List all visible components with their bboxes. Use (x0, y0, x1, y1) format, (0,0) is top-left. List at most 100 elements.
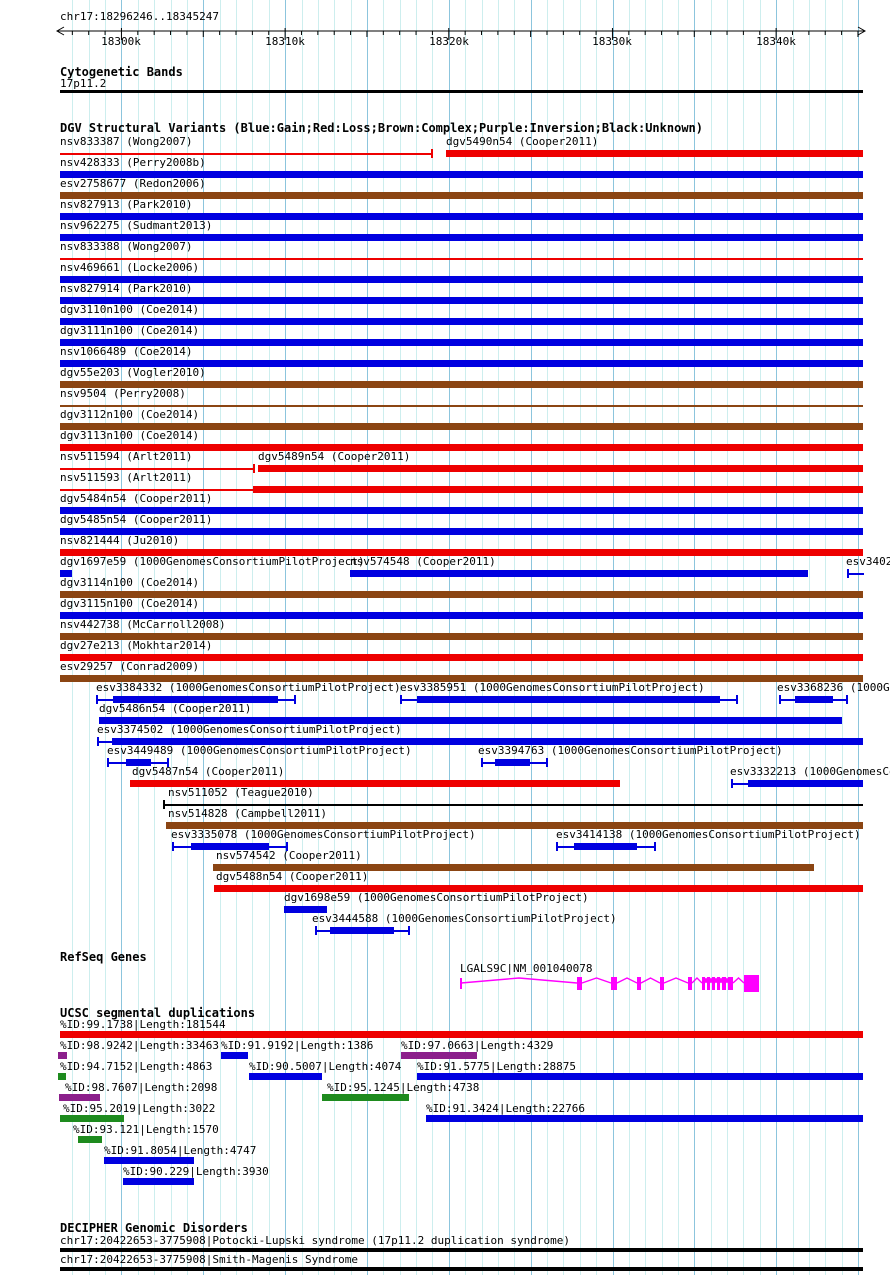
variant-bar[interactable] (112, 738, 863, 745)
variant-label[interactable]: dgv5490n54 (Cooper2011) (446, 135, 599, 148)
variant-line[interactable] (60, 153, 432, 155)
decipher-label[interactable]: chr17:20422653-3775908|Potocki-Lupski sy… (60, 1234, 570, 1247)
gene-exon[interactable] (707, 977, 710, 990)
segdup-bar[interactable] (60, 1031, 863, 1038)
variant-line[interactable] (60, 489, 253, 491)
variant-bar[interactable] (166, 822, 863, 829)
gene-exon[interactable] (577, 977, 582, 990)
variant-label[interactable]: esv3332213 (1000GenomesConsortiumPilotPr… (730, 765, 890, 778)
variant-bar[interactable] (60, 339, 863, 346)
segdup-label[interactable]: %ID:98.9242|Length:33463 (60, 1039, 219, 1052)
variant-bar[interactable] (574, 843, 637, 850)
variant-bar[interactable] (495, 759, 530, 766)
gene-exon[interactable] (722, 977, 726, 990)
variant-bar[interactable] (60, 591, 863, 598)
variant-label[interactable]: dgv1698e59 (1000GenomesConsortiumPilotPr… (284, 891, 589, 904)
variant-label[interactable]: dgv3111n100 (Coe2014) (60, 324, 200, 337)
variant-label[interactable]: dgv5484n54 (Cooper2011) (60, 492, 213, 505)
variant-label[interactable]: dgv27e213 (Mokhtar2014) (60, 639, 213, 652)
variant-bar[interactable] (60, 675, 863, 682)
variant-bar[interactable] (60, 234, 863, 241)
variant-label[interactable]: nsv827913 (Park2010) (60, 198, 193, 211)
variant-label[interactable]: nsv9504 (Perry2008) (60, 387, 186, 400)
decipher-bar[interactable] (60, 1267, 863, 1271)
segdup-label[interactable]: %ID:95.2019|Length:3022 (63, 1102, 216, 1115)
variant-label[interactable]: dgv5485n54 (Cooper2011) (60, 513, 213, 526)
cytoband-bar[interactable] (60, 90, 863, 93)
segdup-bar[interactable] (104, 1157, 194, 1164)
segdup-bar[interactable] (78, 1136, 102, 1143)
gene-exon[interactable] (728, 977, 733, 990)
segdup-bar[interactable] (221, 1052, 248, 1059)
segdup-bar[interactable] (249, 1073, 322, 1080)
variant-bar[interactable] (417, 696, 720, 703)
variant-bar[interactable] (795, 696, 833, 703)
variant-line[interactable] (60, 405, 863, 407)
decipher-bar[interactable] (60, 1248, 863, 1252)
variant-line[interactable] (847, 573, 864, 575)
variant-label[interactable]: esv29257 (Conrad2009) (60, 660, 200, 673)
variant-bar[interactable] (330, 927, 394, 934)
variant-label[interactable]: nsv833387 (Wong2007) (60, 135, 193, 148)
variant-label[interactable]: dgv5489n54 (Cooper2011) (258, 450, 411, 463)
variant-line[interactable] (60, 258, 863, 260)
variant-bar[interactable] (60, 360, 863, 367)
variant-bar[interactable] (60, 213, 863, 220)
variant-label[interactable]: nsv511052 (Teague2010) (168, 786, 314, 799)
variant-label[interactable]: nsv442738 (McCarroll2008) (60, 618, 226, 631)
variant-label[interactable]: esv3385951 (1000GenomesConsortiumPilotPr… (400, 681, 705, 694)
variant-bar[interactable] (60, 549, 863, 556)
variant-bar[interactable] (350, 570, 808, 577)
variant-bar[interactable] (60, 171, 863, 178)
variant-line[interactable] (97, 741, 112, 743)
variant-bar[interactable] (113, 696, 278, 703)
variant-bar[interactable] (130, 780, 620, 787)
variant-label[interactable]: dgv5486n54 (Cooper2011) (99, 702, 252, 715)
variant-bar[interactable] (99, 717, 842, 724)
variant-label[interactable]: nsv962275 (Sudmant2013) (60, 219, 213, 232)
variant-label[interactable]: nsv827914 (Park2010) (60, 282, 193, 295)
segdup-bar[interactable] (59, 1094, 100, 1101)
segdup-label[interactable]: %ID:97.0663|Length:4329 (401, 1039, 554, 1052)
variant-label[interactable]: dgv3112n100 (Coe2014) (60, 408, 200, 421)
variant-bar[interactable] (60, 633, 863, 640)
segdup-bar[interactable] (417, 1073, 863, 1080)
variant-bar[interactable] (60, 570, 72, 577)
gene-exon[interactable] (712, 977, 715, 990)
variant-bar[interactable] (60, 192, 863, 199)
variant-label[interactable]: esv3335078 (1000GenomesConsortiumPilotPr… (171, 828, 476, 841)
segdup-label[interactable]: %ID:90.229|Length:3930 (123, 1165, 269, 1178)
variant-bar[interactable] (60, 654, 863, 661)
gene-exon[interactable] (688, 977, 692, 990)
variant-bar[interactable] (191, 843, 269, 850)
gene-start-tick[interactable] (460, 978, 462, 989)
segdup-bar[interactable] (322, 1094, 409, 1101)
segdup-label[interactable]: %ID:98.7607|Length:2098 (65, 1081, 218, 1094)
variant-bar[interactable] (60, 507, 863, 514)
segdup-label[interactable]: %ID:93.121|Length:1570 (73, 1123, 219, 1136)
variant-line[interactable] (163, 804, 863, 806)
gene-exon[interactable] (702, 977, 705, 990)
variant-label[interactable]: nsv514828 (Campbell2011) (168, 807, 327, 820)
segdup-bar[interactable] (123, 1178, 194, 1185)
variant-label[interactable]: dgv5488n54 (Cooper2011) (216, 870, 369, 883)
variant-label[interactable]: esv3444588 (1000GenomesConsortiumPilotPr… (312, 912, 617, 925)
segdup-label[interactable]: %ID:91.3424|Length:22766 (426, 1102, 585, 1115)
variant-bar[interactable] (60, 297, 863, 304)
variant-label[interactable]: esv3402 (846, 555, 890, 568)
variant-bar[interactable] (60, 612, 863, 619)
variant-bar[interactable] (748, 780, 863, 787)
variant-bar[interactable] (60, 528, 863, 535)
variant-bar[interactable] (213, 864, 814, 871)
decipher-label[interactable]: chr17:20422653-3775908|Smith-Magenis Syn… (60, 1253, 359, 1266)
variant-label[interactable]: dgv5487n54 (Cooper2011) (132, 765, 285, 778)
variant-label[interactable]: dgv3113n100 (Coe2014) (60, 429, 200, 442)
variant-label[interactable]: nsv574548 (Cooper2011) (350, 555, 496, 568)
segdup-label[interactable]: %ID:95.1245|Length:4738 (327, 1081, 480, 1094)
variant-label[interactable]: esv3368236 (1000GenomesConsortiumPilotPr… (777, 681, 890, 694)
ruler-scale[interactable] (0, 0, 890, 48)
segdup-label[interactable]: %ID:94.7152|Length:4863 (60, 1060, 213, 1073)
segdup-label[interactable]: %ID:91.5775|Length:28875 (417, 1060, 576, 1073)
variant-bar[interactable] (284, 906, 327, 913)
variant-bar[interactable] (60, 423, 863, 430)
